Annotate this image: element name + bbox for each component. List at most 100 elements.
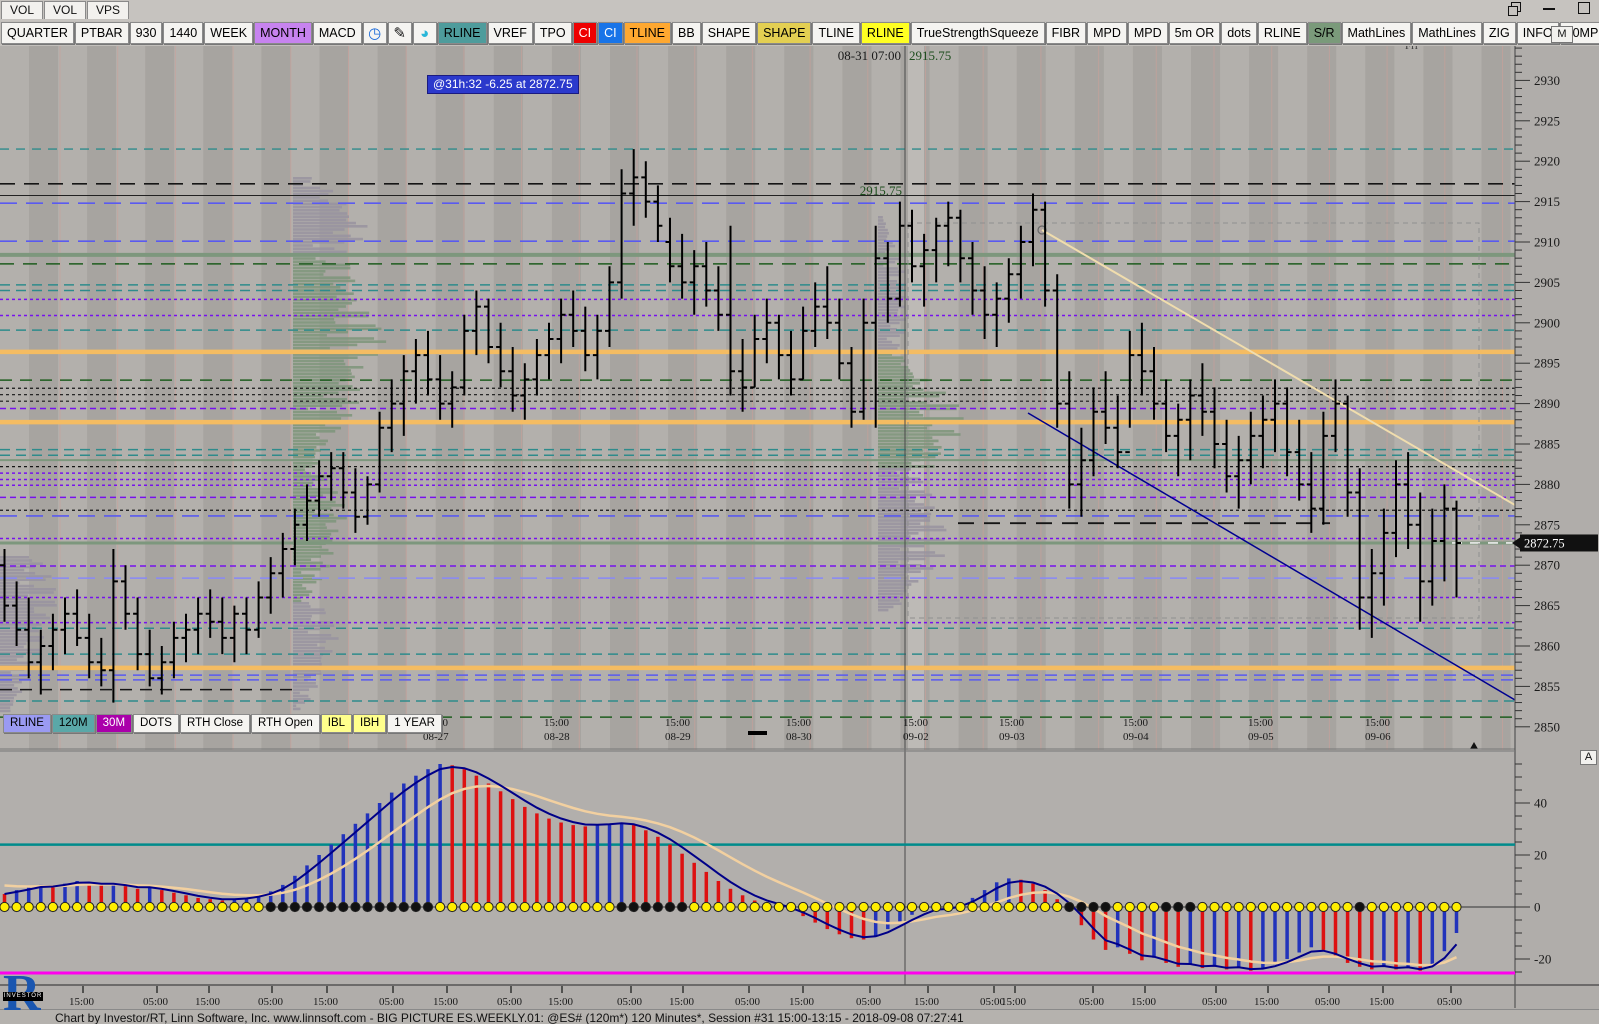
toolbar-button-mathlines-30[interactable]: MathLines [1412,22,1482,44]
chart-bottom-toolbar: RLINE 120M 30M DOTS RTH Close RTH Open IBL IBH 1… [2,714,442,733]
toolbar-button-truestrengthsqueeze-21[interactable]: TrueStrengthSqueeze [910,22,1045,44]
time-tick-label: 05:00 [980,996,1006,1008]
toolbar-button-rth-close-4[interactable]: RTH Close [179,714,251,733]
toolbar-button-mpd-23[interactable]: MPD [1087,22,1127,44]
time-tick-label: 15:00 [548,996,574,1008]
price-tick-label: 2885 [1534,437,1560,452]
reference-lines [0,148,1515,718]
toolbar-button-rline-10[interactable]: RLINE [437,22,487,44]
session-date-label: 08-30 [786,731,812,743]
indicator-tick-label: 0 [1534,900,1541,915]
a-button[interactable]: A [1580,750,1597,765]
stopwatch-icon[interactable]: ◕ [412,22,437,44]
maximize-icon[interactable] [1578,2,1591,15]
toolbar-button-1440-3[interactable]: 1440 [163,22,204,44]
time-tick-label: 15:00 [789,996,815,1008]
toolbar-button-tpo-12[interactable]: TPO [533,22,572,44]
toolbar-button-ibh-7[interactable]: IBH [353,714,387,733]
toolbar-button-bb-16[interactable]: BB [672,22,701,44]
tab-vol-1[interactable]: VOL [44,1,87,19]
status-text: Chart by Investor/RT, Linn Software, Inc… [55,1011,964,1024]
toolbar-button-ci-13[interactable]: CI [572,22,598,44]
time-tick-label: 05:00 [497,996,523,1008]
toolbar-button-dots-3[interactable]: DOTS [133,714,179,733]
session-time-label: 15:00 [786,717,812,729]
toolbar-button-fibr-22[interactable]: FIBR [1045,22,1087,44]
toolbar-button-rline-27[interactable]: RLINE [1257,22,1307,44]
price-tick-label: 2905 [1534,275,1560,290]
toolbar-button-rline-0[interactable]: RLINE [3,714,51,733]
toolbar-button-5m-or-25[interactable]: 5m OR [1168,22,1221,44]
reference-price-label: 2915.75 [860,183,902,198]
toolbar-button-macd-6[interactable]: MACD [312,22,362,44]
toolbar-button-week-4[interactable]: WEEK [204,22,254,44]
session-date-label: 09-02 [903,731,929,743]
time-tick-label: 15:00 [914,996,940,1008]
time-tick-label: 05:00 [379,996,405,1008]
time-tick-label: 05:00 [258,996,284,1008]
toolbar-button-ci-14[interactable]: CI [598,22,623,44]
toolbar-button-info-32[interactable]: INFO [1516,22,1559,44]
toolbar-button-rline-20[interactable]: RLINE [860,22,910,44]
toolbar-button-ptbar-1[interactable]: PTBAR [74,22,129,44]
session-time-label: 15:00 [1365,717,1391,729]
toolbar-button-930-2[interactable]: 930 [129,22,163,44]
time-axis [82,986,1452,993]
toolbar-button-ibl-6[interactable]: IBL [320,714,353,733]
crosshair-time-label: 08-31 07:00 [838,48,901,63]
toolbar-button-shape-18[interactable]: SHAPE [757,22,812,44]
toolbar-button-30m-2[interactable]: 30M [95,714,133,733]
time-tick-label: 05:00 [1079,996,1105,1008]
session-date-label: 09-06 [1365,731,1391,743]
restore-icon[interactable] [1508,2,1521,16]
toolbar-button-120m-1[interactable]: 120M [51,714,95,733]
toolbar-button-tline-15[interactable]: TLINE [623,22,672,44]
session-time-label: 15:00 [544,717,570,729]
time-tick-label: 15:00 [1369,996,1395,1008]
toolbar-button-rth-open-5[interactable]: RTH Open [251,714,320,733]
time-tick-label: 05:00 [143,996,169,1008]
marker-triangle [1470,742,1478,749]
price-tick-label: 2890 [1534,396,1560,411]
time-tick-label: 15:00 [433,996,459,1008]
price-tick-label: 2910 [1534,235,1560,250]
toolbar-button-mathlines-29[interactable]: MathLines [1341,22,1412,44]
price-tick-label: 2860 [1534,639,1560,654]
crosshair-price-label: 2915.75 [909,48,951,63]
clock-icon[interactable]: ◷ [362,22,387,44]
session-time-label: 15:00 [665,717,691,729]
price-tick-label: 2880 [1534,477,1560,492]
chart-background [0,46,1540,985]
time-tick-label: 05:00 [735,996,761,1008]
toolbar-button-1-year-8[interactable]: 1 YEAR [387,714,442,733]
minimize-icon[interactable] [1543,2,1556,15]
toolbar-button-month-5[interactable]: MONTH [254,22,312,44]
time-tick-label: 15:00 [1131,996,1157,1008]
toolbar-button-tline-19[interactable]: TLINE [812,22,860,44]
m-button[interactable]: M [1551,26,1573,43]
toolbar-button-zig-31[interactable]: ZIG [1482,22,1516,44]
price-axis [1514,39,1599,1008]
pencil-icon[interactable]: ✎ [387,22,412,44]
last-price-tag [1512,534,1598,552]
window-controls [1508,2,1591,16]
time-tick-label: 15:00 [1001,996,1027,1008]
price-tick-label: 2855 [1534,679,1560,694]
toolbar-button-mpd-24[interactable]: MPD [1127,22,1168,44]
toolbar-button-s-r-28[interactable]: S/R [1307,22,1341,44]
toolbar-button-shape-17[interactable]: SHAPE [701,22,757,44]
time-tick-label: 05:00 [1437,996,1463,1008]
toolbar-button-quarter-0[interactable]: QUARTER [1,22,74,44]
toolbar-button-dots-26[interactable]: dots [1221,22,1257,44]
price-tick-label: 2865 [1534,598,1560,613]
last-price-value: 2872.75 [1524,536,1565,550]
tab-vol-0[interactable]: VOL [1,1,44,19]
price-tick-label: 2875 [1534,517,1560,532]
price-tick-label: 2895 [1534,356,1560,371]
tab-vps-2[interactable]: VPS [87,1,130,19]
toolbar-button-vref-11[interactable]: VREF [487,22,533,44]
session-date-label: 08-27 [423,731,449,743]
session-time-label: 15:00 [903,717,929,729]
